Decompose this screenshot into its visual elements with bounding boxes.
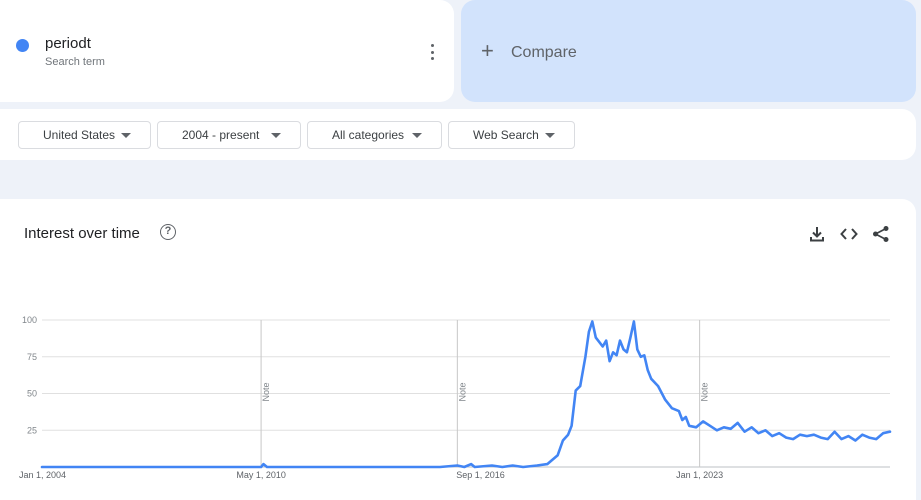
- caret-down-icon: [545, 133, 555, 138]
- series-line: [40, 320, 892, 469]
- x-tick-label: Jan 1, 2023: [676, 470, 723, 480]
- time-range-filter-label: 2004 - present: [182, 128, 260, 142]
- compare-label: Compare: [511, 44, 577, 61]
- chart-title: Interest over time: [24, 225, 140, 242]
- y-tick-label: 25: [27, 425, 37, 435]
- region-filter-label: United States: [43, 128, 116, 142]
- y-tick-label: 100: [22, 315, 37, 325]
- question-circle-icon[interactable]: ?: [160, 224, 176, 240]
- caret-down-icon: [271, 133, 281, 138]
- plus-icon: +: [481, 38, 494, 63]
- category-filter[interactable]: All categories: [307, 121, 442, 149]
- time-range-filter[interactable]: 2004 - present: [157, 121, 301, 149]
- interest-over-time-card: Interest over time ? 100 75 50 25 Jan 1, 200…: [0, 199, 916, 500]
- x-tick-label: Sep 1, 2016: [456, 470, 505, 480]
- note-label: Note: [457, 382, 467, 401]
- series-color-dot: [16, 39, 29, 52]
- search-term-subtitle: Search term: [45, 56, 105, 68]
- share-icon[interactable]: [871, 224, 891, 244]
- interest-chart: 100 75 50 25 Jan 1, 2004 May 1, 2010 Sep 1, 20…: [19, 315, 892, 480]
- search-term-name[interactable]: periodt: [45, 35, 91, 52]
- category-filter-label: All categories: [332, 128, 405, 142]
- more-vert-icon[interactable]: [424, 42, 440, 62]
- y-tick-label: 75: [27, 352, 37, 362]
- embed-code-icon[interactable]: [839, 224, 859, 244]
- note-label: Note: [261, 382, 271, 401]
- caret-down-icon: [121, 133, 131, 138]
- x-tick-label: May 1, 2010: [236, 470, 286, 480]
- x-tick-label: Jan 1, 2004: [19, 470, 66, 480]
- search-type-filter[interactable]: Web Search: [448, 121, 575, 149]
- download-icon[interactable]: [807, 224, 827, 244]
- note-label: Note: [700, 382, 710, 401]
- search-type-filter-label: Web Search: [473, 128, 539, 142]
- search-term-card[interactable]: periodt Search term: [0, 0, 454, 102]
- filter-bar: United States 2004 - present All categor…: [0, 109, 916, 160]
- region-filter[interactable]: United States: [18, 121, 151, 149]
- compare-button[interactable]: + Compare: [461, 0, 916, 102]
- caret-down-icon: [412, 133, 422, 138]
- y-tick-label: 50: [27, 389, 37, 399]
